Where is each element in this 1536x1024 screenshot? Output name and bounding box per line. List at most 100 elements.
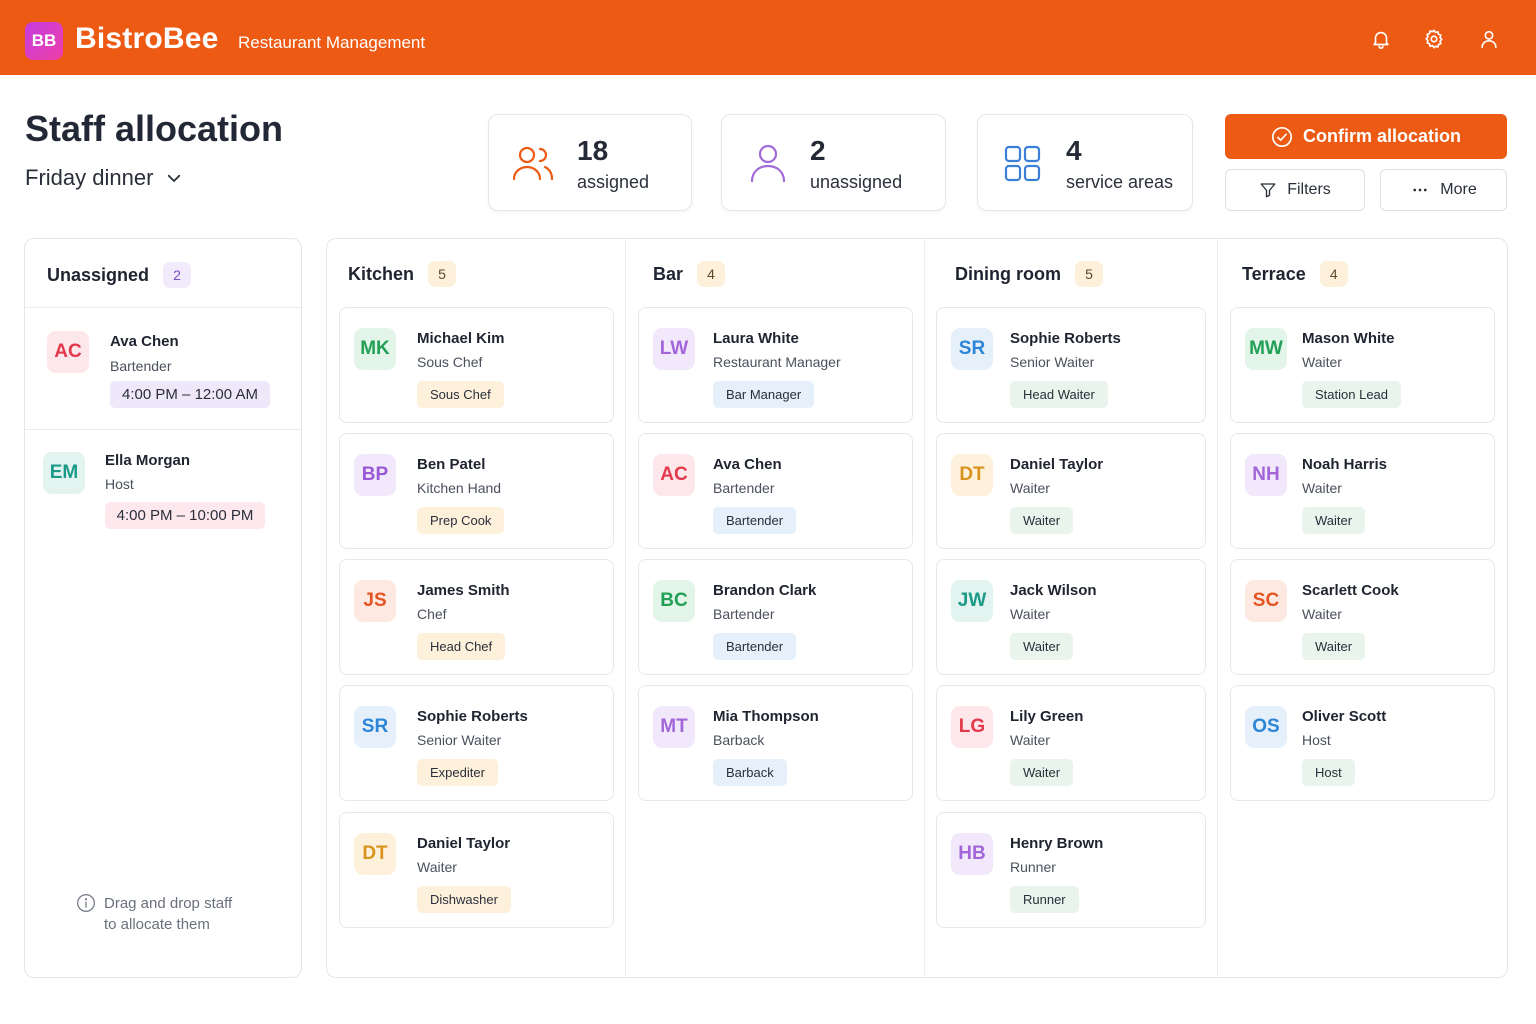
area-title: Terrace [1242,263,1306,284]
staff-card[interactable]: SR Sophie Roberts Senior Waiter Head Waiter [936,307,1206,423]
staff-card[interactable]: SR Sophie Roberts Senior Waiter Expediter [339,685,614,801]
staff-card[interactable]: LG Lily Green Waiter Waiter [936,685,1206,801]
position-tag[interactable]: Bartender [713,633,797,660]
staff-role: Sous Chef [417,354,483,370]
filters-button[interactable]: Filters [1225,169,1365,211]
more-button[interactable]: More [1380,169,1507,211]
staff-card[interactable]: BP Ben Patel Kitchen Hand Prep Cook [339,433,614,549]
position-tag[interactable]: Bar Manager [713,381,815,408]
avatar: JW [951,580,993,622]
unassigned-panel[interactable]: Unassigned 2 AC Ava Chen Bartender 4:00 … [24,238,302,978]
shift-time-badge: 4:00 PM – 12:00 AM [110,381,270,408]
staff-role: Barback [713,732,765,748]
check-circle-icon [1271,126,1292,147]
position-tag[interactable]: Waiter [1302,633,1366,660]
position-tag[interactable]: Waiter [1010,633,1074,660]
staff-card[interactable]: SC Scarlett Cook Waiter Waiter [1230,559,1495,675]
staff-card[interactable]: JS James Smith Chef Head Chef [339,559,614,675]
staff-card[interactable]: MT Mia Thompson Barback Barback [638,685,913,801]
position-tag[interactable]: Runner [1010,886,1079,913]
staff-card[interactable]: MW Mason White Waiter Station Lead [1230,307,1495,423]
shift-selector[interactable]: Friday dinner [25,165,183,191]
staff-card[interactable]: HB Henry Brown Runner Runner [936,812,1206,928]
staff-card[interactable]: NH Noah Harris Waiter Waiter [1230,433,1495,549]
shift-time-badge: 4:00 PM – 10:00 PM [105,502,265,529]
position-tag[interactable]: Barback [713,759,787,786]
hint-line: Drag and drop staff [104,895,233,912]
position-tag[interactable]: Host [1302,759,1355,786]
avatar: DT [951,454,993,496]
position-tag[interactable]: Expediter [417,759,498,786]
staff-name: Noah Harris [1302,456,1388,473]
position-tag[interactable]: Head Waiter [1010,381,1108,408]
avatar: LG [951,706,993,748]
staff-role: Waiter [417,859,457,875]
hint-text: Drag and drop staff to allocate them [104,893,232,935]
unassigned-staff-card[interactable]: AC Ava Chen Bartender 4:00 PM – 12:00 AM [25,308,301,429]
position-tag[interactable]: Waiter [1302,507,1366,534]
avatar: SC [1245,580,1287,622]
position-tag[interactable]: Head Chef [417,633,506,660]
position-tag[interactable]: Bartender [713,507,797,534]
position-tag[interactable]: Prep Cook [417,507,505,534]
avatar: MK [354,328,396,370]
confirm-allocation-button[interactable]: Confirm allocation [1225,114,1507,159]
divider [25,429,301,430]
app-subtitle: Restaurant Management [238,33,426,52]
position-tag[interactable]: Sous Chef [417,381,504,408]
avatar: BC [653,580,695,622]
staff-name: Ben Patel [417,456,486,473]
avatar: OS [1245,706,1287,748]
staff-name: Mia Thompson [713,708,819,725]
logo-badge: BB [25,22,63,60]
staff-card[interactable]: DT Daniel Taylor Waiter Dishwasher [339,812,614,928]
avatar: NH [1245,454,1287,496]
avatar: MT [653,706,695,748]
avatar: EM [43,452,85,494]
stat-unassigned: 2 unassigned [721,114,946,211]
staff-card[interactable]: BC Brandon Clark Bartender Bartender [638,559,913,675]
staff-role: Waiter [1010,480,1050,496]
staff-name: Daniel Taylor [417,835,511,852]
unassigned-title: Unassigned [47,264,150,285]
staff-name: Ava Chen [110,333,179,350]
staff-role: Senior Waiter [417,732,502,748]
user-icon[interactable] [1478,28,1500,50]
staff-role: Waiter [1010,732,1050,748]
staff-card[interactable]: AC Ava Chen Bartender Bartender [638,433,913,549]
shift-label: Friday dinner [25,165,154,190]
unassigned-staff-card[interactable]: EM Ella Morgan Host 4:00 PM – 10:00 PM [25,430,301,551]
area-title: Kitchen [348,263,415,284]
page-title: Staff allocation [25,108,284,149]
area-header-kitchen: Kitchen 5 [348,261,457,287]
drag-drop-hint: Drag and drop staff to allocate them [76,893,232,935]
bell-icon[interactable] [1370,28,1392,50]
position-tag[interactable]: Dishwasher [417,886,511,913]
gear-icon[interactable] [1423,28,1445,50]
divider [25,307,301,308]
staff-card[interactable]: MK Michael Kim Sous Chef Sous Chef [339,307,614,423]
info-icon [77,894,95,912]
stat-unassigned-value: 2 [810,135,826,166]
position-tag[interactable]: Waiter [1010,507,1074,534]
staff-name: Oliver Scott [1302,708,1387,725]
avatar: AC [653,454,695,496]
unassigned-count-badge: 2 [163,262,192,288]
position-tag[interactable]: Waiter [1010,759,1074,786]
avatar: AC [47,331,89,373]
staff-card[interactable]: LW Laura White Restaurant Manager Bar Manag… [638,307,913,423]
staff-role: Bartender [713,480,775,496]
staff-name: Daniel Taylor [1010,456,1104,473]
avatar: SR [354,706,396,748]
area-count-badge: 5 [1075,261,1103,287]
staff-card[interactable]: DT Daniel Taylor Waiter Waiter [936,433,1206,549]
stat-unassigned-label: unassigned [810,172,903,192]
staff-card[interactable]: OS Oliver Scott Host Host [1230,685,1495,801]
unassigned-header: Unassigned 2 [47,262,192,288]
staff-role: Bartender [110,358,172,374]
position-tag[interactable]: Station Lead [1302,381,1402,408]
staff-card[interactable]: JW Jack Wilson Waiter Waiter [936,559,1206,675]
chevron-down-icon [168,174,181,182]
staff-name: Henry Brown [1010,835,1104,852]
hint-line: to allocate them [104,916,210,933]
